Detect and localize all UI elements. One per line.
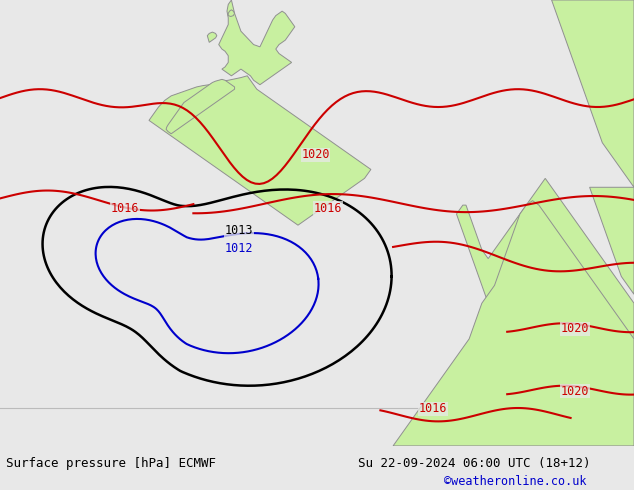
Text: ©weatheronline.co.uk: ©weatheronline.co.uk <box>444 475 586 488</box>
Text: 1016: 1016 <box>418 402 447 416</box>
Polygon shape <box>166 79 235 134</box>
Text: Su 22-09-2024 06:00 UTC (18+12): Su 22-09-2024 06:00 UTC (18+12) <box>358 458 591 470</box>
Polygon shape <box>456 178 634 446</box>
Polygon shape <box>219 0 295 85</box>
Text: 1020: 1020 <box>561 322 590 335</box>
Polygon shape <box>393 201 634 446</box>
Text: 1020: 1020 <box>301 148 330 161</box>
Polygon shape <box>207 32 217 42</box>
Text: 1016: 1016 <box>111 202 139 215</box>
Text: 1012: 1012 <box>225 242 254 255</box>
Text: 1020: 1020 <box>561 385 590 397</box>
Text: 1013: 1013 <box>225 224 254 237</box>
Text: 1016: 1016 <box>314 202 342 215</box>
Polygon shape <box>149 76 371 225</box>
Polygon shape <box>552 0 634 187</box>
Polygon shape <box>590 187 634 294</box>
Polygon shape <box>228 10 235 17</box>
Text: Surface pressure [hPa] ECMWF: Surface pressure [hPa] ECMWF <box>6 458 216 470</box>
